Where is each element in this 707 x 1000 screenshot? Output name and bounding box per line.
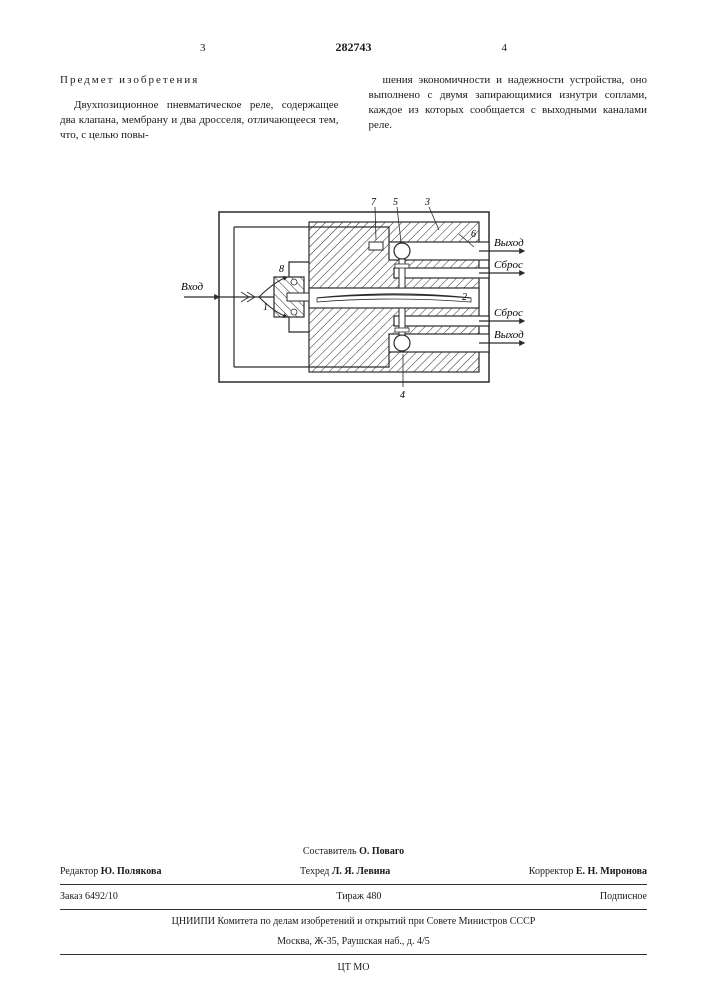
divider-1 bbox=[60, 884, 647, 885]
subscription: Подписное bbox=[600, 890, 647, 904]
divider-2 bbox=[60, 909, 647, 910]
figure-area: Вход Выход Сброс Сброс Выход 1 2 3 4 5 6… bbox=[60, 182, 647, 412]
compiler-row: Составитель О. Поваго bbox=[60, 842, 647, 862]
left-column: Предмет изобретения Двухпозиционное пнев… bbox=[60, 73, 339, 142]
callout-3: 3 bbox=[424, 197, 430, 208]
compiler-label: Составитель bbox=[303, 846, 357, 857]
callout-1: 1 bbox=[263, 302, 268, 313]
throttle-lower bbox=[291, 309, 297, 315]
claims-heading: Предмет изобретения bbox=[60, 73, 339, 88]
editor: Редактор Ю. Полякова bbox=[60, 865, 161, 879]
corrector: Корректор Е. Н. Миронова bbox=[529, 865, 647, 879]
input-port bbox=[287, 293, 309, 301]
left-paragraph: Двухпозиционное пневматическое реле, сод… bbox=[60, 98, 339, 143]
page-number-right: 4 bbox=[502, 42, 508, 54]
left-paragraph-text: Двухпозиционное пневматическое реле, сод… bbox=[60, 99, 339, 141]
label-output-lower: Выход bbox=[494, 329, 524, 341]
label-discharge-upper: Сброс bbox=[494, 259, 523, 271]
lower-discharge-channel bbox=[394, 316, 489, 326]
callout-4: 4 bbox=[400, 390, 405, 401]
editor-name: Ю. Полякова bbox=[101, 866, 162, 877]
compiler-name: О. Поваго bbox=[359, 846, 404, 857]
lower-valve bbox=[394, 335, 410, 351]
print-row: Заказ 6492/10 Тираж 480 Подписное bbox=[60, 887, 647, 907]
label-input: Вход bbox=[181, 281, 204, 293]
credits-row: Редактор Ю. Полякова Техред Л. Я. Левина… bbox=[60, 862, 647, 882]
callout-2: 2 bbox=[462, 292, 467, 303]
techred-label: Техред bbox=[300, 866, 329, 877]
callout-5: 5 bbox=[393, 197, 398, 208]
techred: Техред Л. Я. Левина bbox=[300, 865, 390, 879]
text-columns: Предмет изобретения Двухпозиционное пнев… bbox=[60, 73, 647, 142]
corrector-label: Корректор bbox=[529, 866, 574, 877]
document-number: 282743 bbox=[60, 40, 647, 55]
page-number-left: 3 bbox=[200, 42, 206, 54]
footer-block: Составитель О. Поваго Редактор Ю. Поляко… bbox=[60, 842, 647, 975]
tirage: Тираж 480 bbox=[336, 890, 381, 904]
right-paragraph: шения экономичности и надежности устройс… bbox=[369, 73, 648, 132]
callout-6: 6 bbox=[471, 229, 476, 240]
throttle-upper bbox=[291, 279, 297, 285]
order-number: Заказ 6492/10 bbox=[60, 890, 118, 904]
relay-diagram: Вход Выход Сброс Сброс Выход 1 2 3 4 5 6… bbox=[179, 182, 529, 412]
patent-page: 282743 3 4 Предмет изобретения Двухпозиц… bbox=[0, 0, 707, 1000]
label-output-upper: Выход bbox=[494, 237, 524, 249]
upper-discharge-channel bbox=[394, 268, 489, 278]
upper-valve bbox=[394, 243, 410, 259]
techred-name: Л. Я. Левина bbox=[332, 866, 390, 877]
upper-seal bbox=[395, 264, 409, 268]
upper-nozzle bbox=[399, 259, 405, 288]
corrector-name: Е. Н. Миронова bbox=[576, 866, 647, 877]
right-column: шения экономичности и надежности устройс… bbox=[369, 73, 648, 142]
callout-8: 8 bbox=[279, 264, 284, 275]
lower-seal bbox=[395, 328, 409, 332]
org-line2: Москва, Ж-35, Раушская наб., д. 4/5 bbox=[60, 932, 647, 952]
element-7 bbox=[369, 242, 383, 250]
org-line1: ЦНИИПИ Комитета по делам изобретений и о… bbox=[60, 912, 647, 932]
callout-7: 7 bbox=[371, 197, 377, 208]
label-discharge-lower: Сброс bbox=[494, 307, 523, 319]
divider-3 bbox=[60, 954, 647, 955]
ct-mo: ЦТ МО bbox=[60, 961, 647, 975]
editor-label: Редактор bbox=[60, 866, 98, 877]
